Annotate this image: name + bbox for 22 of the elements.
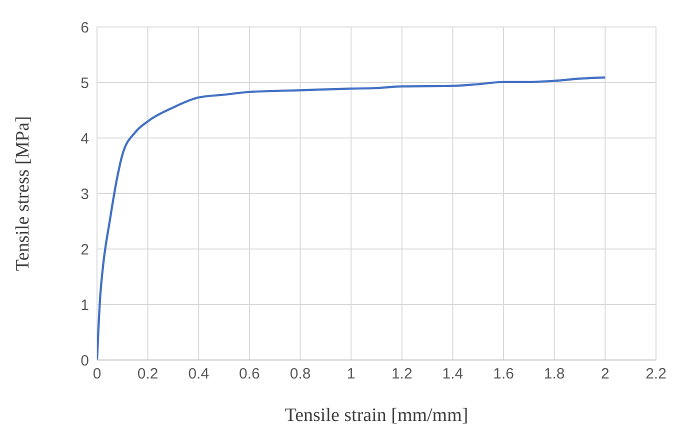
x-tick-label: 0	[92, 366, 102, 383]
y-tick-label: 4	[80, 130, 89, 148]
x-tick-label: 1	[346, 366, 356, 383]
x-tick-label: 2.2	[646, 366, 666, 383]
x-tick-label: 1.4	[442, 366, 464, 383]
y-tick-label: 5	[80, 74, 89, 92]
y-tick-label: 0	[80, 352, 89, 370]
x-axis-title: Tensile strain [mm/mm]	[284, 405, 468, 426]
x-tick-label: 0.6	[239, 366, 260, 383]
y-tick-label: 2	[80, 241, 89, 258]
x-tick-label: 2	[601, 366, 610, 383]
y-tick-label: 3	[80, 186, 89, 203]
x-tick-label: 0.8	[290, 366, 311, 383]
x-tick-label: 1.2	[391, 366, 412, 383]
x-tick-label: 1.6	[493, 366, 514, 383]
x-tick-label: 0.4	[188, 366, 210, 383]
line-series	[97, 76, 606, 360]
x-tick-label: 0.2	[137, 366, 158, 383]
y-tick-label: 1	[80, 296, 89, 314]
y-axis-title: Tensile stress [MPa]	[12, 116, 34, 271]
x-tick-label: 1.8	[544, 366, 565, 383]
y-tick-label: 6	[80, 19, 89, 36]
